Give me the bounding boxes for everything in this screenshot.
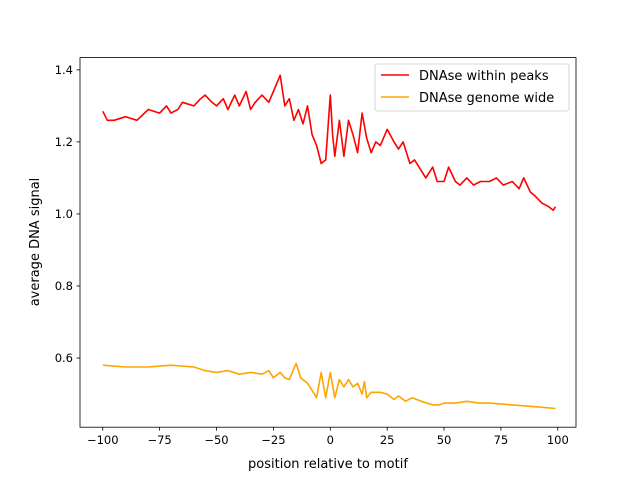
x-tick-label: −100	[87, 433, 119, 447]
legend-label-within-peaks: DNAse within peaks	[419, 69, 549, 84]
x-tick-label: 100	[547, 433, 569, 447]
y-axis-label: average DNA signal	[28, 178, 43, 307]
x-tick-label: 0	[327, 433, 334, 447]
plot-frame	[79, 57, 577, 428]
x-axis: −100 −75 −50 −25 0 25 50 75 100	[87, 427, 569, 447]
y-tick-label: 1.0	[55, 207, 73, 221]
x-axis-label: position relative to motif	[248, 457, 408, 472]
legend: DNAse within peaks DNAse genome wide	[374, 63, 570, 112]
x-tick-label: −75	[147, 433, 171, 447]
legend-label-genome-wide: DNAse genome wide	[419, 91, 554, 106]
legend-box	[374, 63, 570, 112]
y-tick-label: 0.6	[55, 351, 73, 365]
x-tick-label: −50	[204, 433, 228, 447]
y-tick-label: 1.4	[55, 63, 73, 77]
series-layer	[102, 74, 557, 410]
y-axis: 0.6 0.8 1.0 1.2 1.4	[55, 63, 80, 365]
y-tick-label: 1.2	[55, 135, 73, 149]
series-line-1	[102, 362, 556, 410]
x-tick-label: 50	[437, 433, 452, 447]
y-tick-label: 0.8	[55, 279, 73, 293]
x-tick-label: 75	[494, 433, 509, 447]
x-tick-label: 25	[380, 433, 395, 447]
series-line-0	[102, 74, 557, 212]
x-tick-label: −25	[261, 433, 285, 447]
